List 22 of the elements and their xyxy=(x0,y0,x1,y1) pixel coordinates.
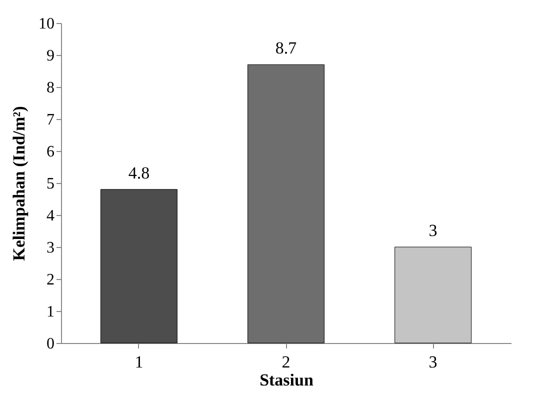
y-axis-title: Kelimpahan (Ind/m²) xyxy=(10,106,28,261)
bar xyxy=(100,189,178,344)
x-tick-label: 3 xyxy=(428,352,438,372)
data-label: 8.7 xyxy=(275,38,298,58)
y-tick-label: 6 xyxy=(46,144,54,160)
y-tick-label: 8 xyxy=(46,80,54,96)
y-tick-label: 1 xyxy=(46,304,54,320)
y-tick-label: 4 xyxy=(46,208,54,224)
y-tick-label: 3 xyxy=(46,240,54,256)
y-tick-label: 7 xyxy=(46,112,54,128)
bar xyxy=(248,64,324,344)
y-tick-label: 10 xyxy=(38,16,54,32)
data-label: 3 xyxy=(428,221,438,240)
data-label: 4.8 xyxy=(128,163,150,182)
y-tick-label: 0 xyxy=(46,336,54,352)
y-tick-label: 5 xyxy=(46,176,54,192)
x-tick-label: 2 xyxy=(282,352,290,372)
x-axis-title: Stasiun xyxy=(260,370,314,390)
bar xyxy=(394,246,472,344)
y-tick-label: 2 xyxy=(46,272,54,288)
x-tick-label: 1 xyxy=(134,352,144,372)
y-tick-label: 9 xyxy=(46,48,54,64)
